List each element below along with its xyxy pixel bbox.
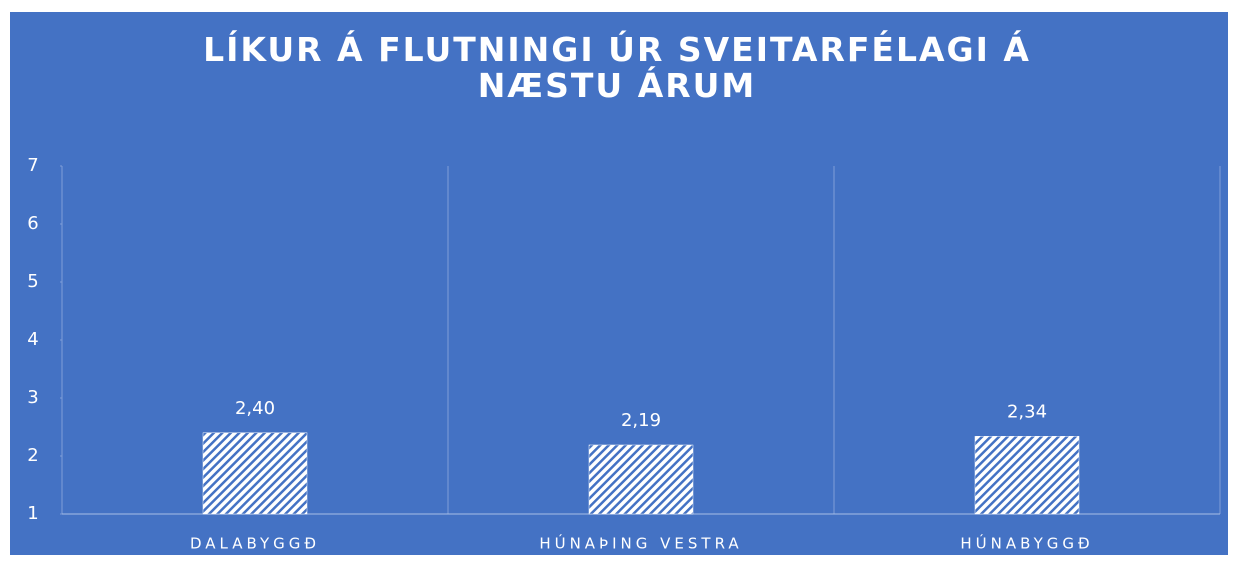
bar bbox=[974, 436, 1080, 515]
data-label: 2,34 bbox=[1007, 401, 1047, 422]
chart-title: LÍKUR Á FLUTNINGI ÚR SVEITARFÉLAGI Á NÆS… bbox=[203, 30, 1031, 105]
bar bbox=[588, 444, 694, 515]
x-tick-label: HÚNABYGGÐ bbox=[960, 534, 1093, 553]
y-tick-label: 3 bbox=[27, 387, 38, 408]
y-tick-label: 5 bbox=[27, 271, 38, 292]
y-tick-label: 1 bbox=[27, 503, 38, 524]
data-label: 2,40 bbox=[235, 398, 275, 419]
data-label: 2,19 bbox=[621, 410, 661, 431]
y-tick-label: 2 bbox=[27, 445, 38, 466]
x-tick-label: HÚNAÞING VESTRA bbox=[539, 534, 742, 553]
bar bbox=[202, 432, 308, 515]
y-tick-label: 4 bbox=[27, 329, 38, 350]
y-tick-label: 7 bbox=[27, 155, 38, 176]
y-tick-label: 6 bbox=[27, 213, 38, 234]
x-tick-label: DALABYGGÐ bbox=[190, 535, 320, 553]
